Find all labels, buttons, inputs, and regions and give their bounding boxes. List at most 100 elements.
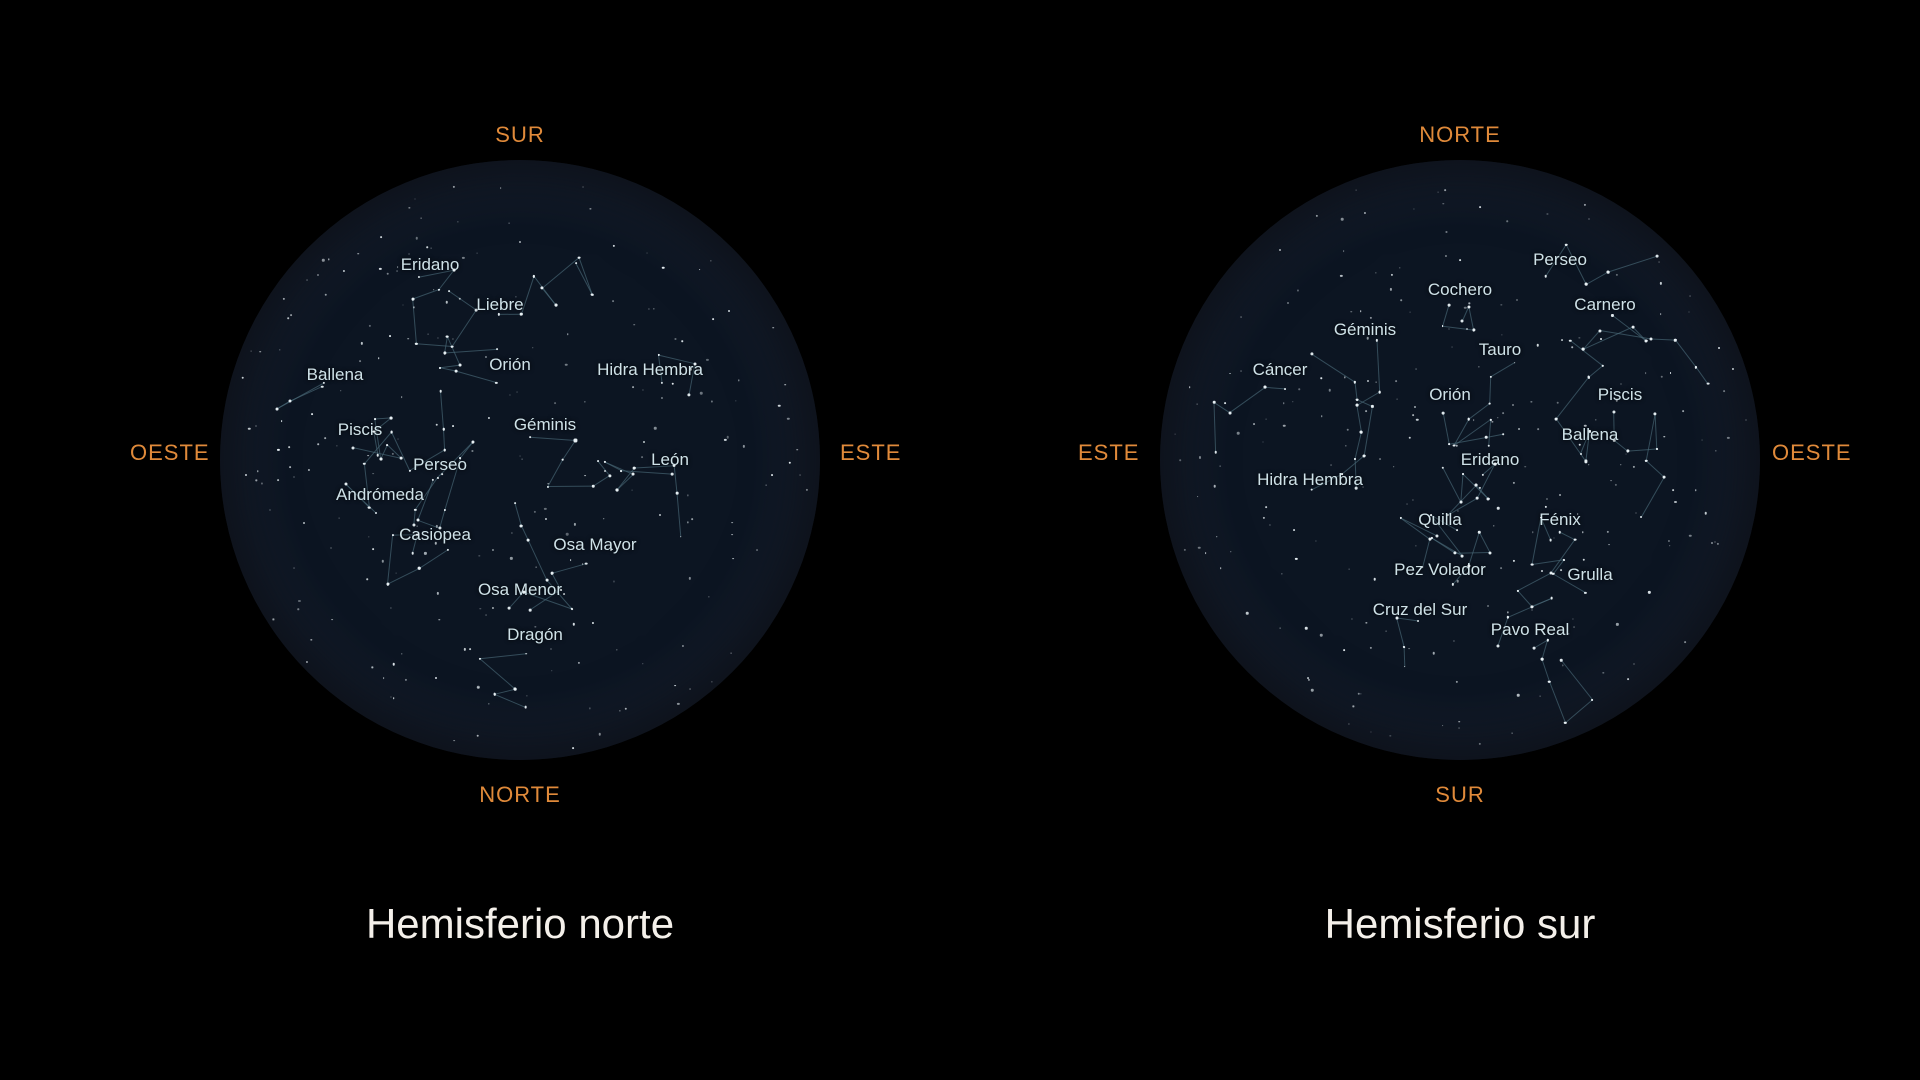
constellation-label: Eridano xyxy=(401,255,460,275)
star xyxy=(496,348,498,350)
star xyxy=(712,319,714,321)
star xyxy=(1404,666,1406,668)
star xyxy=(1379,458,1381,460)
star xyxy=(1490,376,1492,378)
star xyxy=(1745,420,1746,421)
star xyxy=(290,314,292,316)
star xyxy=(520,456,521,457)
star xyxy=(500,187,502,189)
star xyxy=(379,268,381,270)
star xyxy=(544,507,546,509)
star xyxy=(633,467,635,469)
star xyxy=(1554,538,1555,539)
star xyxy=(1283,424,1286,427)
star xyxy=(287,317,289,319)
star xyxy=(574,439,576,441)
star xyxy=(1452,583,1454,585)
star xyxy=(435,525,437,527)
star xyxy=(1516,589,1518,591)
star xyxy=(1650,338,1652,340)
star xyxy=(1409,312,1410,313)
star xyxy=(1488,402,1491,405)
star xyxy=(276,408,278,410)
star xyxy=(1444,189,1446,191)
star xyxy=(344,483,347,486)
star xyxy=(1702,440,1703,441)
star xyxy=(443,449,445,451)
star xyxy=(1478,531,1480,533)
star xyxy=(1367,380,1369,382)
constellation-label: Orión xyxy=(1429,385,1471,405)
constellation-label: Piscis xyxy=(1598,385,1642,405)
star xyxy=(390,697,391,698)
star xyxy=(1579,338,1580,339)
cardinal-bottom-south: SUR xyxy=(1435,782,1484,808)
star xyxy=(1613,439,1616,442)
star xyxy=(1331,465,1332,466)
constellation-label: Cruz del Sur xyxy=(1373,600,1467,620)
star xyxy=(1578,263,1580,265)
constellation-label: Liebre xyxy=(476,295,523,315)
star xyxy=(1448,443,1450,445)
star xyxy=(533,275,535,277)
star xyxy=(1298,290,1299,291)
star xyxy=(1442,325,1444,327)
star xyxy=(1541,570,1543,572)
star xyxy=(1253,423,1255,425)
star xyxy=(1431,537,1433,539)
star xyxy=(554,304,557,307)
star xyxy=(453,186,455,188)
star xyxy=(373,548,375,550)
star xyxy=(393,697,395,699)
star xyxy=(457,221,458,222)
star xyxy=(550,649,551,650)
star xyxy=(446,335,449,338)
star xyxy=(336,445,337,446)
star xyxy=(1413,499,1414,500)
star xyxy=(1559,531,1562,534)
star xyxy=(1356,398,1359,401)
star xyxy=(1406,504,1407,505)
star xyxy=(778,404,781,407)
star xyxy=(476,734,479,737)
star xyxy=(407,338,409,340)
star xyxy=(1497,507,1500,510)
star xyxy=(403,304,404,305)
star xyxy=(1390,288,1392,290)
star xyxy=(1390,735,1391,736)
star xyxy=(493,693,495,695)
star xyxy=(1584,460,1587,463)
star xyxy=(632,473,634,475)
star xyxy=(1626,450,1629,453)
caption-south: Hemisferio sur xyxy=(1060,900,1860,948)
star xyxy=(662,267,665,270)
star xyxy=(619,710,620,711)
star xyxy=(442,428,444,430)
star xyxy=(1616,623,1618,625)
star xyxy=(1466,328,1468,330)
star xyxy=(509,394,510,395)
star xyxy=(273,619,274,620)
star xyxy=(418,567,420,569)
star xyxy=(728,310,730,312)
star xyxy=(1430,514,1432,516)
star xyxy=(1438,192,1439,193)
star xyxy=(673,464,676,467)
star xyxy=(1568,633,1569,634)
star xyxy=(1378,391,1381,394)
star xyxy=(1459,721,1461,723)
star xyxy=(488,417,490,419)
star xyxy=(1295,558,1297,560)
star xyxy=(340,390,342,392)
star xyxy=(520,524,523,527)
constellation-label: León xyxy=(651,450,689,470)
star xyxy=(441,473,443,475)
star xyxy=(1198,546,1201,549)
star xyxy=(437,337,438,338)
star xyxy=(1393,466,1395,468)
star xyxy=(1531,563,1534,566)
star xyxy=(294,567,295,568)
star xyxy=(738,379,739,380)
star xyxy=(1375,382,1376,383)
star xyxy=(519,241,521,243)
